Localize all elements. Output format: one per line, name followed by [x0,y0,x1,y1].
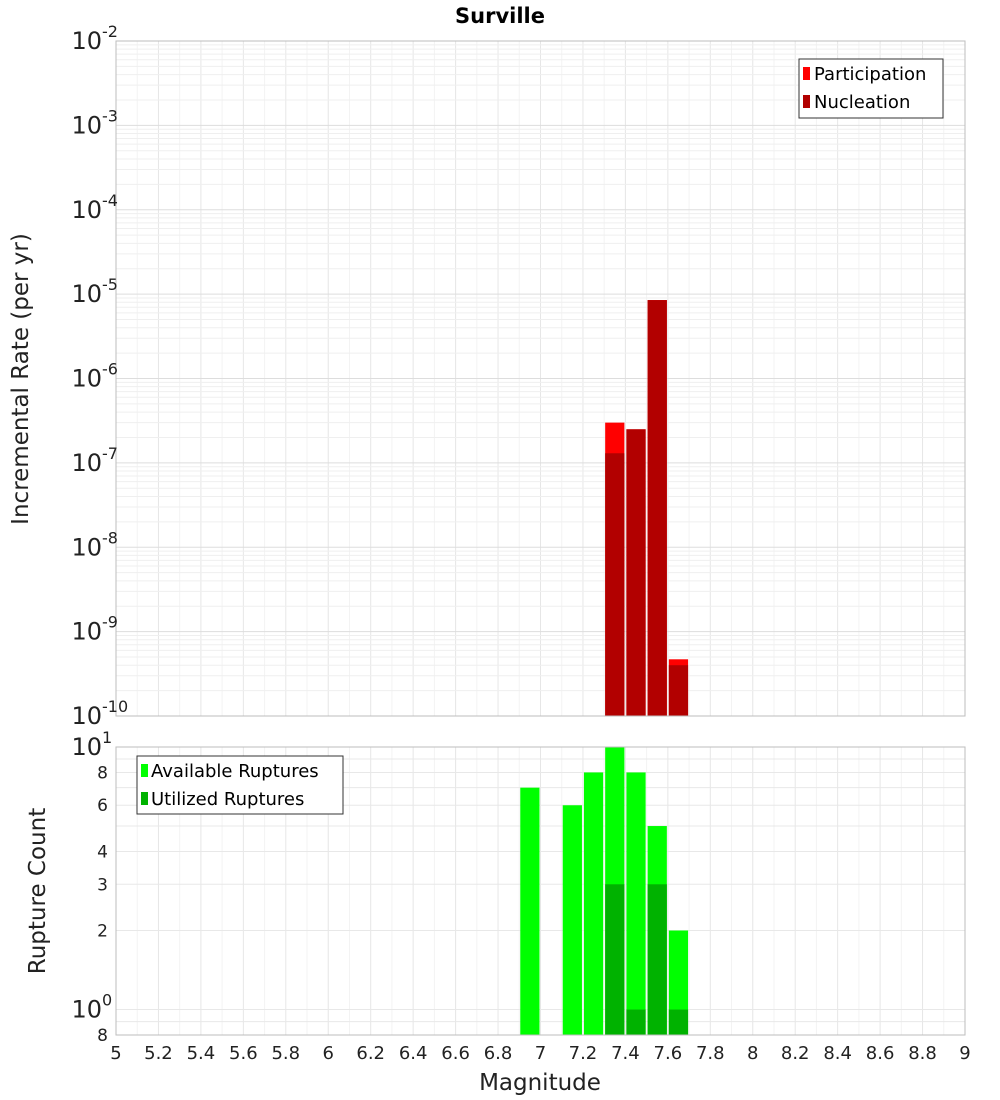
x-tick-label: 7.8 [696,1043,725,1064]
x-tick-label: 9 [959,1043,970,1064]
x-tick-label: 8.4 [823,1043,852,1064]
y-tick-exponent: -5 [102,275,118,294]
y-tick-exponent: -7 [102,444,118,463]
x-tick-label: 8 [747,1043,758,1064]
y-tick-exponent: -6 [102,360,118,379]
top-legend: Participation Nucleation [798,58,944,119]
nucleation-bar [668,665,689,716]
x-tick-label: 6.4 [399,1043,428,1064]
available-ruptures-bar [668,930,689,1035]
nucleation-legend-label: Nucleation [814,92,910,113]
y-tick-label: 10 [71,733,102,761]
x-tick-label: 7.4 [611,1043,640,1064]
x-tick-label: 7.6 [654,1043,683,1064]
nucleation-bar [605,453,625,716]
utilized-legend-swatch [141,792,148,805]
nucleation-legend-swatch [803,95,810,108]
y-tick-exponent: -3 [102,106,118,125]
utilized-ruptures-bar [668,1009,689,1035]
available-ruptures-bar [520,787,540,1035]
available-legend-swatch [141,764,148,777]
y-tick-label: 8 [97,763,108,783]
available-ruptures-bar [562,805,582,1035]
y-tick-exponent: -10 [102,697,128,716]
y-tick-exponent: -2 [102,22,118,41]
available-legend-label: Available Ruptures [151,761,319,782]
x-axis-label: Magnitude [479,1070,601,1096]
y-tick-label: 10 [71,449,102,477]
utilized-ruptures-bar [626,1009,646,1035]
y-tick-label: 10 [71,111,102,139]
y-tick-label: 4 [97,842,108,862]
x-tick-label: 6.2 [356,1043,385,1064]
y-tick-label: 10 [71,618,102,646]
x-tick-label: 7 [535,1043,546,1064]
top-plot-border [115,40,966,717]
y-tick-exponent: 0 [102,991,112,1010]
top-bars [605,300,689,716]
y-tick-label: 10 [71,196,102,224]
available-ruptures-bar [583,772,604,1035]
x-tick-label: 5.4 [187,1043,216,1064]
x-tick-label: 7.2 [569,1043,598,1064]
utilized-ruptures-bar [605,884,625,1035]
available-ruptures-bar [626,772,646,1035]
x-tick-label: 5.6 [229,1043,258,1064]
nucleation-bar [626,429,646,716]
x-tick-label: 6.8 [484,1043,513,1064]
y-tick-label: 10 [71,996,102,1024]
y-tick-exponent: -8 [102,528,118,547]
utilized-ruptures-bar [647,884,667,1035]
x-ticks: 5 5.2 5.4 5.6 5.8 6 6.2 6.4 6.6 6.8 7 7.2 7.4 7.6 7.8 8… [110,1043,970,1064]
chart-title: Surville [455,4,545,28]
bottom-y-axis-label: Rupture Count [25,808,51,974]
top-grid [115,41,966,717]
participation-legend-label: Participation [814,64,926,85]
y-tick-label: 6 [97,796,108,816]
participation-legend-swatch [803,67,810,80]
y-tick-label: 3 [97,875,108,895]
y-tick-label: 10 [71,280,102,308]
top-legend-box [798,58,944,119]
utilized-legend-label: Utilized Ruptures [151,789,304,810]
y-tick-exponent: 1 [102,728,112,747]
y-tick-label: 2 [97,922,108,942]
x-tick-label: 5.2 [144,1043,173,1064]
y-tick-label: 10 [71,702,102,730]
x-tick-label: 8.6 [866,1043,895,1064]
x-tick-label: 5 [110,1043,121,1064]
bottom-plot-border [115,746,966,1036]
x-tick-label: 8.8 [908,1043,937,1064]
y-tick-label: 10 [71,27,102,55]
bottom-legend: Available Ruptures Utilized Ruptures [136,755,344,815]
bottom-bars [520,747,689,1035]
y-tick-label: 8 [97,1026,108,1046]
y-tick-exponent: -4 [102,191,118,210]
bottom-legend-box [136,755,344,815]
x-tick-label: 5.8 [271,1043,300,1064]
y-tick-label: 10 [71,365,102,393]
x-tick-label: 6 [323,1043,334,1064]
y-tick-exponent: -9 [102,613,118,632]
x-tick-label: 6.6 [441,1043,470,1064]
x-tick-label: 8.2 [781,1043,810,1064]
y-tick-label: 10 [71,533,102,561]
nucleation-bar [647,300,667,716]
top-y-axis-label: Incremental Rate (per yr) [8,233,34,525]
